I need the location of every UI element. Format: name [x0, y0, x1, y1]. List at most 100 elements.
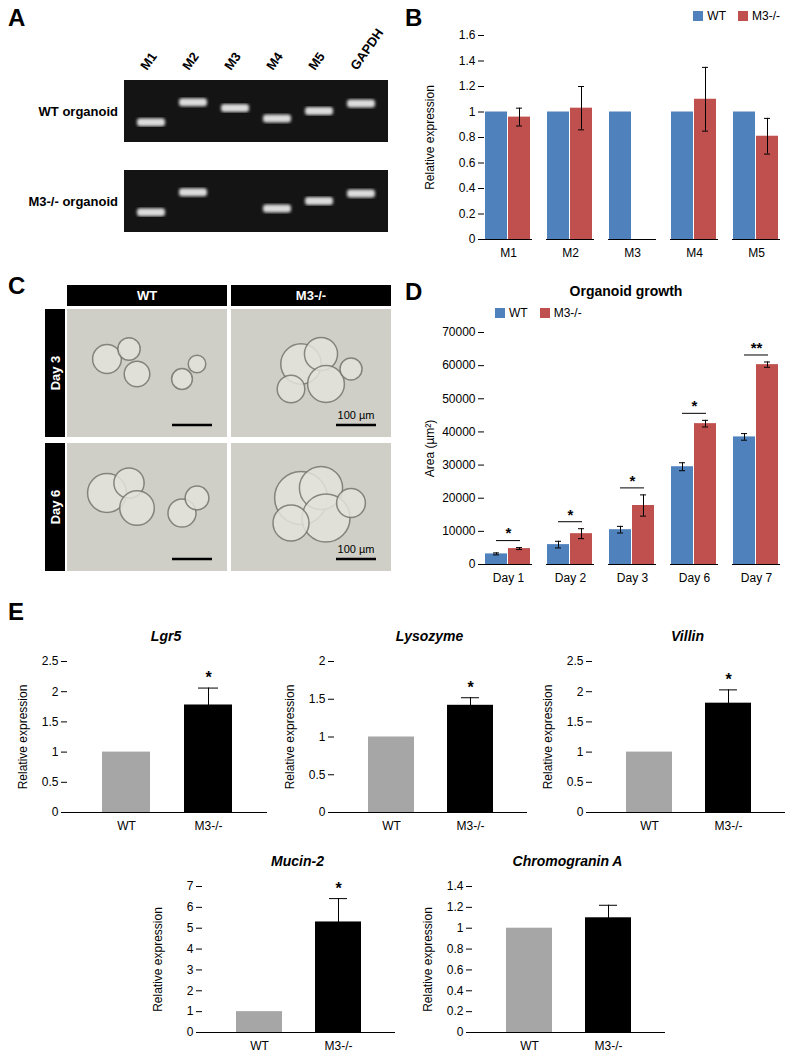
svg-text:Relative expression: Relative expression	[151, 907, 165, 1012]
svg-text:0: 0	[187, 1025, 194, 1039]
svg-text:Day 2: Day 2	[555, 571, 587, 585]
svg-text:1.4: 1.4	[447, 879, 464, 893]
svg-text:Relative expression: Relative expression	[423, 85, 437, 190]
svg-text:M3-/-: M3-/-	[715, 819, 743, 833]
svg-text:*: *	[725, 671, 732, 688]
svg-text:2: 2	[187, 984, 194, 998]
svg-text:1: 1	[577, 745, 584, 759]
svg-text:M3-/-: M3-/-	[195, 819, 223, 833]
svg-text:M3: M3	[624, 246, 641, 260]
svg-text:1.5: 1.5	[567, 715, 584, 729]
svg-text:0.8: 0.8	[459, 130, 476, 144]
svg-text:7: 7	[187, 879, 194, 893]
svg-text:100 µm: 100 µm	[338, 543, 375, 555]
svg-text:3: 3	[187, 963, 194, 977]
svg-text:1: 1	[457, 921, 464, 935]
svg-text:*: *	[692, 397, 698, 414]
svg-text:2.5: 2.5	[42, 654, 59, 668]
svg-text:M3-/-: M3-/-	[457, 819, 485, 833]
svg-text:Relative expression: Relative expression	[16, 685, 30, 790]
svg-text:50000: 50000	[442, 392, 476, 406]
svg-text:0: 0	[52, 805, 59, 819]
svg-text:Day 6: Day 6	[679, 571, 711, 585]
svg-text:20000: 20000	[442, 491, 476, 505]
svg-text:WT: WT	[117, 819, 136, 833]
svg-text:2: 2	[319, 654, 326, 668]
svg-text:*: *	[506, 524, 512, 541]
svg-text:0: 0	[319, 805, 326, 819]
svg-text:*: *	[335, 880, 342, 897]
svg-text:*: *	[630, 472, 636, 489]
svg-text:Relative expression: Relative expression	[421, 907, 435, 1012]
svg-text:0.4: 0.4	[447, 984, 464, 998]
svg-text:0.5: 0.5	[309, 768, 326, 782]
svg-text:40000: 40000	[442, 425, 476, 439]
svg-text:1.5: 1.5	[42, 715, 59, 729]
svg-text:0.6: 0.6	[459, 156, 476, 170]
svg-text:*: *	[568, 506, 574, 523]
svg-text:60000: 60000	[442, 358, 476, 372]
svg-text:M3-/-: M3-/-	[325, 1039, 353, 1053]
svg-text:M5: M5	[305, 49, 328, 72]
svg-text:0: 0	[577, 805, 584, 819]
svg-text:100 µm: 100 µm	[338, 409, 375, 421]
svg-text:Area (µm²): Area (µm²)	[423, 420, 437, 478]
svg-text:5: 5	[187, 921, 194, 935]
svg-text:M4: M4	[686, 246, 703, 260]
svg-text:0.5: 0.5	[42, 775, 59, 789]
svg-text:WT: WT	[250, 1039, 269, 1053]
svg-text:1: 1	[319, 730, 326, 744]
svg-text:*: *	[205, 669, 212, 686]
svg-text:0.2: 0.2	[459, 207, 476, 221]
svg-text:0.6: 0.6	[447, 963, 464, 977]
svg-text:1.4: 1.4	[459, 54, 476, 68]
svg-text:30000: 30000	[442, 458, 476, 472]
svg-text:0.8: 0.8	[447, 942, 464, 956]
svg-text:4: 4	[187, 942, 194, 956]
svg-text:Relative expression: Relative expression	[283, 685, 297, 790]
svg-text:1.2: 1.2	[447, 900, 464, 914]
svg-text:Day 3: Day 3	[617, 571, 649, 585]
svg-text:M3: M3	[221, 49, 244, 72]
svg-text:Relative expression: Relative expression	[541, 685, 555, 790]
svg-text:0: 0	[469, 232, 476, 246]
svg-text:WT: WT	[640, 819, 659, 833]
svg-text:M3-/-: M3-/-	[296, 288, 326, 303]
svg-text:Day 3: Day 3	[48, 356, 63, 391]
svg-text:WT: WT	[520, 1039, 539, 1053]
svg-text:1.5: 1.5	[309, 692, 326, 706]
svg-text:10000: 10000	[442, 524, 476, 538]
svg-text:M1: M1	[500, 246, 517, 260]
svg-text:M3-/- organoid: M3-/- organoid	[28, 194, 118, 209]
svg-text:Day 6: Day 6	[48, 490, 63, 525]
svg-text:1: 1	[469, 105, 476, 119]
svg-text:0: 0	[457, 1025, 464, 1039]
svg-text:6: 6	[187, 900, 194, 914]
svg-text:*: *	[467, 679, 474, 696]
svg-text:1.6: 1.6	[459, 28, 476, 42]
svg-text:M2: M2	[179, 49, 202, 72]
svg-text:M4: M4	[263, 49, 286, 73]
svg-text:M5: M5	[748, 246, 765, 260]
svg-text:WT organoid: WT organoid	[39, 104, 118, 119]
svg-text:1: 1	[187, 1004, 194, 1018]
svg-text:Day 7: Day 7	[741, 571, 773, 585]
svg-text:0.5: 0.5	[567, 775, 584, 789]
svg-text:2: 2	[577, 685, 584, 699]
svg-text:M1: M1	[137, 49, 160, 72]
svg-text:Day 1: Day 1	[493, 571, 525, 585]
svg-text:M3-/-: M3-/-	[595, 1039, 623, 1053]
svg-text:0.4: 0.4	[459, 181, 476, 195]
svg-text:GAPDH: GAPDH	[347, 26, 386, 73]
svg-text:0.2: 0.2	[447, 1004, 464, 1018]
svg-text:2: 2	[52, 685, 59, 699]
svg-text:WT: WT	[382, 819, 401, 833]
svg-text:WT: WT	[137, 288, 157, 303]
svg-text:1.2: 1.2	[459, 79, 476, 93]
svg-text:M2: M2	[562, 246, 579, 260]
svg-text:0: 0	[469, 557, 476, 571]
svg-text:1: 1	[52, 745, 59, 759]
svg-text:2.5: 2.5	[567, 654, 584, 668]
svg-text:**: **	[751, 339, 763, 356]
svg-text:70000: 70000	[442, 325, 476, 339]
